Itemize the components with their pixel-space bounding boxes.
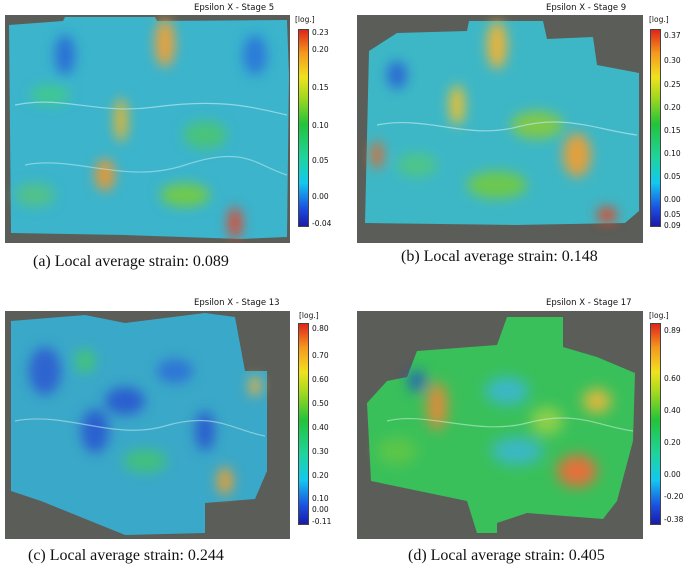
panel-a-tick: 0.15 — [312, 83, 329, 92]
panel-a-colorbar-gradient — [298, 29, 309, 227]
panel-d-tick: -0.20 — [664, 492, 684, 501]
panel-d-colorbar-unit: [log.] — [649, 311, 669, 320]
panel-c-tick: 0.00 — [312, 505, 329, 514]
panel-b-tick: 0.05 — [664, 172, 681, 181]
panel-b-colorbar-gradient — [650, 29, 661, 227]
panel-b-tick: 0.25 — [664, 80, 681, 89]
panel-b-tick: 0.37 — [664, 31, 681, 40]
panel-c-tick: 0.30 — [312, 447, 329, 456]
panel-b-tick: 0.00 — [664, 195, 681, 204]
panel-b-tick: 0.20 — [664, 103, 681, 112]
panel-d-tick: 0.40 — [664, 406, 681, 415]
panel-a-caption: (a) Local average strain: 0.089 — [33, 253, 229, 270]
panel-b-tick: 0.15 — [664, 126, 681, 135]
panel-d-colorbar-gradient — [650, 323, 661, 525]
panel-a-tick: 0.05 — [312, 156, 329, 165]
panel-d-tick: -0.38 — [664, 515, 684, 524]
panel-d-title: Epsilon X - Stage 17 — [546, 298, 632, 308]
panel-c-tick: 0.70 — [312, 351, 329, 360]
panel-b-tick: 0.09 — [664, 221, 681, 230]
panel-d-strain-map — [357, 311, 643, 539]
panel-d-tick: 0.60 — [664, 374, 681, 383]
panel-c-tick: 0.40 — [312, 423, 329, 432]
panel-d-tick: 0.89 — [664, 326, 681, 335]
panel-c-tick: 0.50 — [312, 399, 329, 408]
panel-c-colorbar-gradient — [298, 323, 309, 525]
panel-a-strain-map — [5, 15, 290, 243]
panel-b-caption: (b) Local average strain: 0.148 — [401, 248, 598, 265]
panel-a-tick: 0.20 — [312, 45, 329, 54]
panel-c-caption: (c) Local average strain: 0.244 — [28, 547, 224, 564]
panel-a-tick: -0.04 — [312, 219, 332, 228]
panel-c-tick: 0.20 — [312, 471, 329, 480]
panel-b-strain-map — [357, 15, 643, 243]
panel-b-tick: 0.10 — [664, 149, 681, 158]
panel-d-tick: 0.20 — [664, 438, 681, 447]
panel-c-strain-map — [5, 311, 290, 539]
panel-a-tick: 0.00 — [312, 192, 329, 201]
panel-c-title: Epsilon X - Stage 13 — [194, 298, 280, 308]
panel-d-tick: 0.00 — [664, 470, 681, 479]
panel-b-title: Epsilon X - Stage 9 — [546, 3, 627, 13]
panel-c-tick: 0.60 — [312, 375, 329, 384]
panel-a-tick: 0.10 — [312, 121, 329, 130]
panel-b-tick: 0.30 — [664, 56, 681, 65]
panel-c-colorbar-unit: [log.] — [299, 311, 319, 320]
panel-b-tick: 0.05 — [664, 210, 681, 219]
panel-a-colorbar-unit: [log.] — [295, 15, 315, 24]
panel-c-tick: -0.11 — [312, 517, 332, 526]
panel-c-tick: 0.80 — [312, 324, 329, 333]
panel-b-colorbar-unit: [log.] — [649, 15, 669, 24]
panel-c-tick: 0.10 — [312, 494, 329, 503]
panel-a-title: Epsilon X - Stage 5 — [194, 3, 275, 13]
panel-d-caption: (d) Local average strain: 0.405 — [408, 547, 605, 564]
panel-a-tick: 0.23 — [312, 28, 329, 37]
